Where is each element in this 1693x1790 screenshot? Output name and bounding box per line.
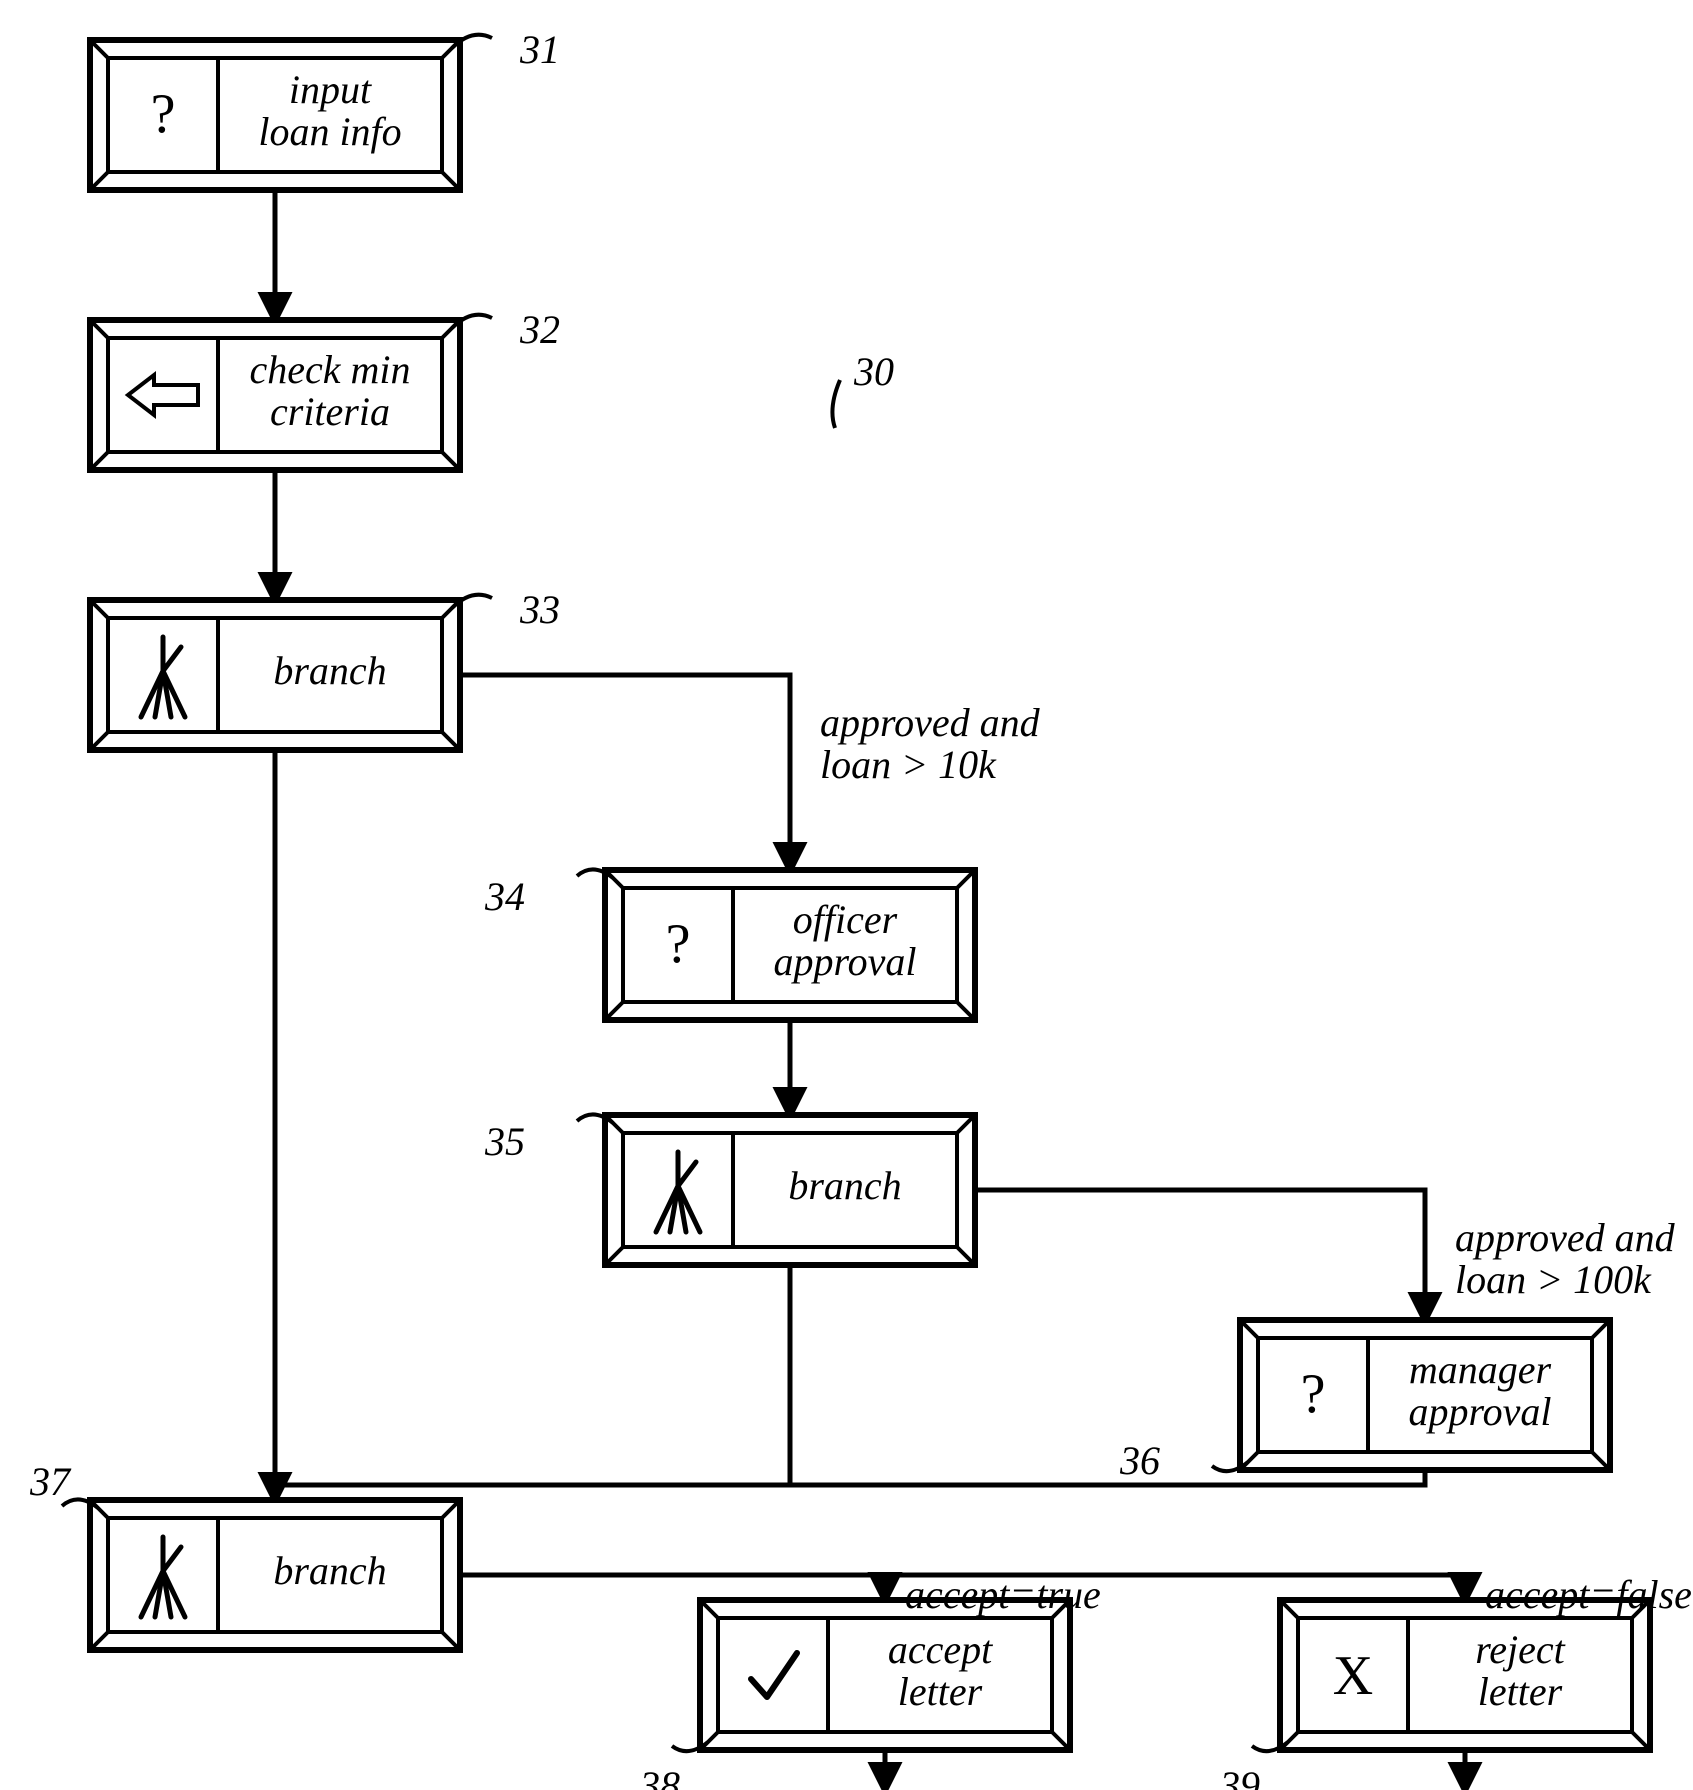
node-label: branch bbox=[788, 1163, 901, 1208]
node-label: loan info bbox=[258, 109, 401, 154]
edge-label: loan > 10k bbox=[820, 742, 997, 787]
reference-number: 31 bbox=[519, 27, 560, 72]
reference-number: 36 bbox=[1119, 1438, 1160, 1483]
node-label: accept bbox=[888, 1627, 993, 1672]
node-label: letter bbox=[1478, 1669, 1563, 1714]
node-label: officer bbox=[793, 897, 898, 942]
figure-reference-label: 30 bbox=[853, 349, 894, 394]
node-label: criteria bbox=[270, 389, 390, 434]
edge-label: loan > 100k bbox=[1455, 1257, 1652, 1302]
node-label: reject bbox=[1475, 1627, 1565, 1672]
node-label: input bbox=[289, 67, 372, 112]
node-label: approval bbox=[1409, 1389, 1552, 1434]
cross-icon: X bbox=[1333, 1645, 1373, 1707]
reference-number: 39 bbox=[1219, 1763, 1260, 1790]
reference-number: 35 bbox=[484, 1119, 525, 1164]
node-37 bbox=[62, 1499, 460, 1650]
node-label: manager bbox=[1409, 1347, 1552, 1392]
node-label: branch bbox=[273, 1548, 386, 1593]
node-label: approval bbox=[774, 939, 917, 984]
node-35 bbox=[577, 1114, 975, 1265]
nodes-layer: ??? X bbox=[62, 35, 1650, 1751]
reference-number: 33 bbox=[519, 587, 560, 632]
connector bbox=[275, 1265, 790, 1485]
node-label: letter bbox=[898, 1669, 983, 1714]
question-icon: ? bbox=[666, 913, 691, 975]
connector bbox=[460, 675, 790, 870]
reference-number: 32 bbox=[519, 307, 560, 352]
reference-number: 37 bbox=[29, 1459, 72, 1504]
node-38 bbox=[672, 1600, 1070, 1751]
reference-number: 38 bbox=[639, 1763, 680, 1790]
edge-label: accept=true bbox=[905, 1572, 1101, 1617]
reference-number: 34 bbox=[484, 874, 525, 919]
reference-leader bbox=[832, 380, 840, 428]
question-icon: ? bbox=[151, 83, 176, 145]
question-icon: ? bbox=[1301, 1363, 1326, 1425]
flowchart-canvas: ???Xapproved andloan > 10kapproved andlo… bbox=[0, 0, 1693, 1790]
edge-label: accept=false bbox=[1485, 1572, 1692, 1617]
node-label: check min bbox=[249, 347, 410, 392]
node-label: branch bbox=[273, 648, 386, 693]
connector bbox=[975, 1190, 1425, 1320]
connector bbox=[460, 1575, 885, 1600]
edge-label: approved and bbox=[820, 700, 1041, 745]
node-39: X bbox=[1252, 1600, 1650, 1751]
edge-label: approved and bbox=[1455, 1215, 1676, 1260]
node-inner bbox=[718, 1618, 1052, 1732]
